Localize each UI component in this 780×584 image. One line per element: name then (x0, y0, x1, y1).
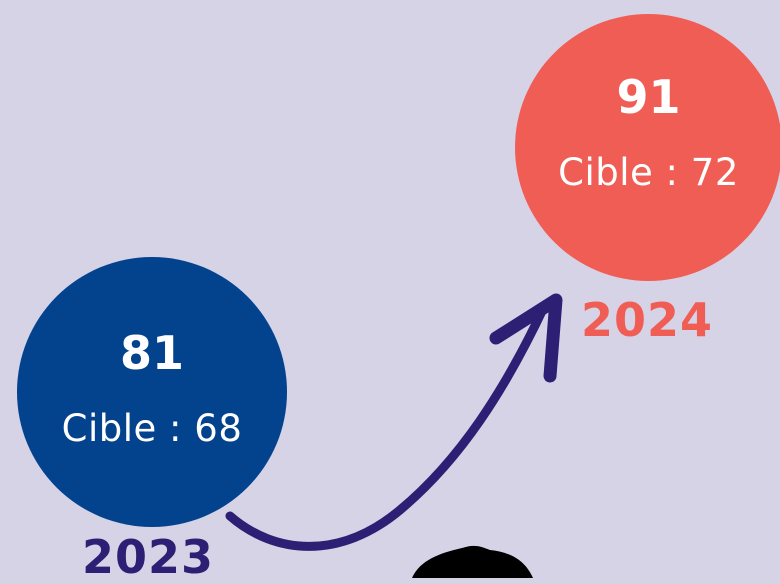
value-2023: 81 (119, 325, 184, 380)
year-label-2023: 2023 (82, 530, 215, 584)
circle-2023: 81 Cible : 68 (17, 257, 287, 527)
circle-2024: 91 Cible : 72 (515, 14, 780, 281)
growth-arrow-curve (225, 300, 550, 551)
value-2024: 91 (616, 70, 681, 124)
growth-arrow-head-icon (489, 293, 563, 383)
year-label-2024: 2024 (581, 293, 714, 347)
target-2023: Cible : 68 (61, 406, 243, 450)
target-2024: Cible : 72 (558, 151, 739, 194)
black-blob-shape (412, 545, 533, 578)
